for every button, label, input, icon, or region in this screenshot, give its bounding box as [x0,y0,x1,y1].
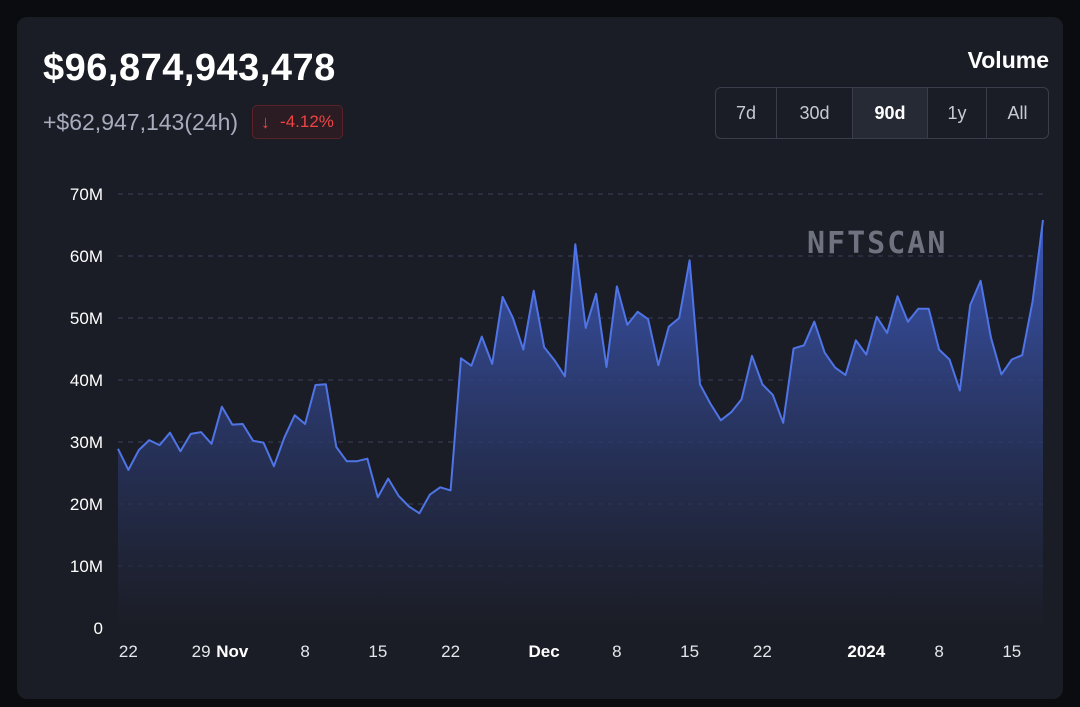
x-tick-label: 15 [680,642,699,661]
x-tick-label: Nov [216,642,249,661]
volume-area-chart: 0 10M 20M 30M 40M 50M 60M 70M 22 29 Nov 8 15 22 Dec 8 1… [70,185,1044,661]
tab-1y[interactable]: 1y [928,88,987,138]
area-fill-path [118,220,1043,628]
watermark-logo: NFTSCAN [807,226,947,261]
y-tick-label: 10M [70,557,103,576]
percent-change-badge: ↓ -4.12% [252,105,343,139]
volume-change-24h: +$62,947,143(24h) [43,108,239,135]
series-line [117,219,1044,515]
x-axis-ticks: 22 29 Nov 8 15 22 Dec 8 15 22 2024 8 15 [119,642,1021,661]
x-tick-label: 15 [368,642,387,661]
total-volume-value: $96,874,943,478 [43,47,336,89]
x-tick-label: 8 [934,642,943,661]
arrow-down-icon: ↓ [261,111,271,132]
y-tick-label: 50M [70,309,103,328]
x-tick-label: 2024 [847,642,885,661]
tab-all[interactable]: All [1007,102,1028,123]
metric-label: Volume [967,47,1049,73]
volume-chart-card: $96,874,943,478 +$62,947,143(24h) ↓ -4.1… [17,17,1063,699]
change-row: +$62,947,143(24h) ↓ -4.12% [43,105,343,139]
x-tick-label: 29 [192,642,211,661]
area-fill [118,220,1043,628]
x-tick-label: 15 [1002,642,1021,661]
x-tick-label: 22 [753,642,772,661]
series-line-path [117,219,1044,515]
y-tick-label: 60M [70,247,103,266]
tab-30d[interactable]: 30d [777,88,853,138]
y-tick-label: 70M [70,185,103,204]
x-tick-label: 8 [612,642,621,661]
tab-90d[interactable]: 90d [853,88,928,138]
x-tick-label: Dec [529,642,560,661]
percent-change-value: -4.12% [280,112,334,131]
x-tick-label: 22 [119,642,138,661]
x-tick-label: 22 [441,642,460,661]
range-tabs: 7d 30d 90d 1y All [715,87,1049,139]
x-tick-label: 8 [300,642,309,661]
y-tick-label: 0 [94,619,103,638]
y-tick-label: 40M [70,371,103,390]
y-tick-label: 20M [70,495,103,514]
tab-7d[interactable]: 7d [716,88,777,138]
y-tick-label: 30M [70,433,103,452]
y-axis-ticks: 0 10M 20M 30M 40M 50M 60M 70M [70,185,103,638]
